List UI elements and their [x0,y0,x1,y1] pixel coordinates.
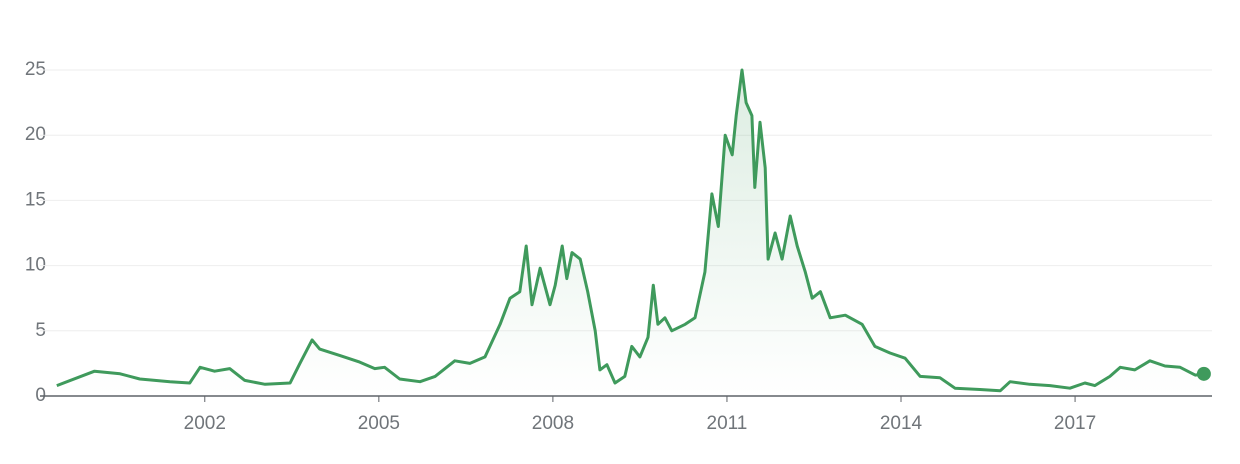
y-tick-label: 10 [25,255,46,276]
y-tick-label: 25 [25,59,46,80]
x-tick-label: 2011 [707,413,748,434]
end-dot [1196,366,1211,381]
x-tick-label: 2008 [532,413,574,434]
x-tick-label: 2014 [880,413,923,434]
y-tick-label: 15 [25,189,46,210]
x-tick-label: 2017 [1054,413,1096,434]
x-tick-label: 2002 [184,413,226,434]
x-tick-label: 2005 [358,413,400,434]
y-tick-label: 20 [25,124,46,145]
price-line [56,68,1205,393]
